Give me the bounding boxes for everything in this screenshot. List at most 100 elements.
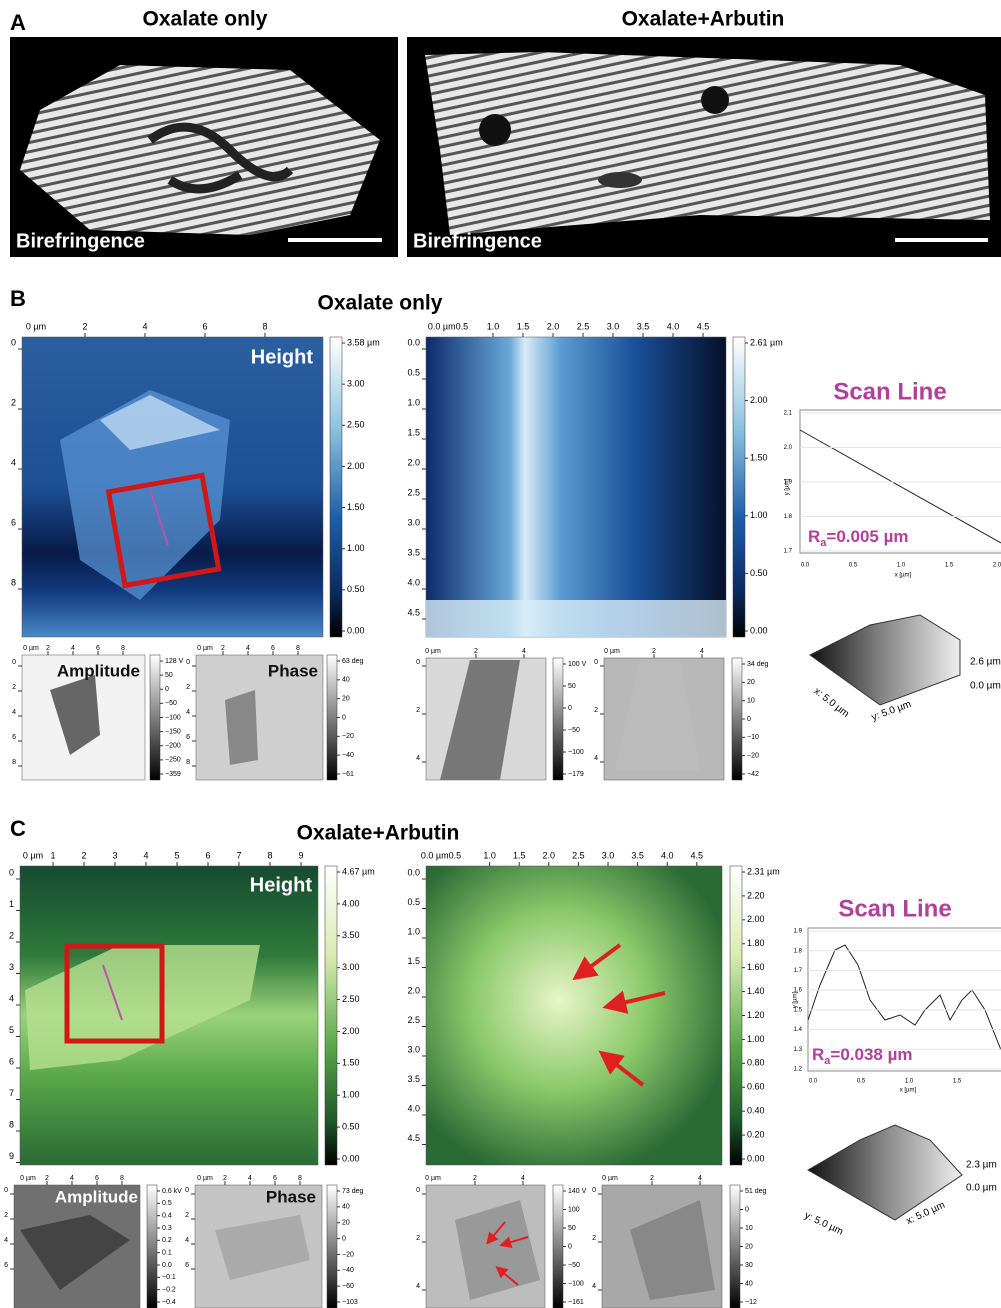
x-tick-label: 4.5 — [691, 850, 704, 860]
colorbar-label: −61 — [342, 771, 354, 778]
x-tick-label: 0 µm — [602, 1175, 618, 1182]
x-tick-label: 2 — [473, 1175, 477, 1182]
colorbar-label: −20 — [342, 733, 354, 740]
x-tick-label: 9 — [298, 850, 303, 860]
y-tick-label: 0 — [186, 659, 190, 666]
y-tick-label: 8 — [9, 1119, 14, 1129]
colorbar-label: 20 — [342, 696, 350, 703]
colorbar-label: 0 — [568, 705, 572, 712]
colorbar-label: −100 — [568, 749, 584, 756]
y-tick-label: 2 — [11, 397, 16, 407]
colorbar — [330, 337, 342, 637]
colorbar-label: 40 — [342, 1204, 350, 1211]
y-tick-label: 2.1 — [784, 411, 793, 417]
colorbar-label: −100 — [165, 714, 181, 721]
colorbar — [730, 1185, 740, 1308]
colorbar-label: 2.00 — [747, 914, 765, 924]
colorbar-label: 0.00 — [747, 1153, 765, 1163]
colorbar-label: 1.00 — [347, 543, 365, 553]
colorbar-label: 0.3 — [162, 1225, 172, 1232]
y-tick-label: 1 — [9, 899, 14, 909]
colorbar-label: −0.1 — [162, 1274, 176, 1281]
colorbar-label: 20 — [745, 1243, 753, 1250]
colorbar-label: 1.00 — [747, 1034, 765, 1044]
y-tick-label: 0.0 — [407, 867, 420, 877]
colorbar — [553, 658, 563, 780]
colorbar-label: −150 — [165, 728, 181, 735]
z-label: 2.3 µm — [966, 1160, 997, 1171]
x-tick-label: 0.0 µm0.5 — [428, 321, 468, 331]
y-tick-label: 4 — [594, 755, 598, 762]
colorbar-label: 100 V — [568, 661, 587, 668]
colorbar-label: 73 deg — [342, 1188, 364, 1195]
x-tick-label: 2.0 — [993, 563, 1001, 569]
y-tick-label: 4.5 — [407, 607, 420, 617]
colorbar-label: 2.31 µm — [747, 866, 780, 876]
x-tick-label: 1.0 — [483, 850, 496, 860]
y-tick-label: 3.5 — [407, 547, 420, 557]
crystal — [426, 600, 726, 637]
caption: Birefringence — [16, 230, 145, 252]
x-tick-label: 3 — [112, 850, 117, 860]
x-tick-label: 6 — [202, 321, 207, 331]
plot-title: Scan Line — [833, 378, 946, 405]
y-tick-label: 4 — [185, 1237, 189, 1244]
colorbar-label: −179 — [568, 771, 584, 778]
x-tick-label: 2.5 — [577, 321, 590, 331]
roughness-symbol: R — [812, 1045, 824, 1064]
colorbar-label: 1.60 — [747, 962, 765, 972]
colorbar — [733, 337, 745, 637]
x-tick-label: 4 — [143, 850, 148, 860]
y-tick-label: 6 — [12, 734, 16, 741]
colorbar-label: 0.00 — [347, 625, 365, 635]
panel-label: C — [10, 816, 26, 841]
z-label: 2.6 µm — [970, 657, 1001, 668]
colorbar — [730, 866, 742, 1165]
plot-title: Scan Line — [838, 895, 951, 922]
colorbar-label: −50 — [568, 727, 580, 734]
y-tick-label: 2.5 — [407, 1015, 420, 1025]
x-tick-label: 1.5 — [945, 563, 954, 569]
y-tick-label: 0 — [416, 659, 420, 666]
x-tick-label: 0.5 — [849, 563, 858, 569]
colorbar-label: −20 — [747, 753, 759, 760]
y-tick-label: 8 — [12, 759, 16, 766]
y-tick-label: 4 — [592, 1283, 596, 1290]
x-tick-label: 3.5 — [637, 321, 650, 331]
y-tick-label: 6 — [4, 1262, 8, 1269]
colorbar-label: 40 — [745, 1280, 753, 1287]
x-tick-label: 2 — [223, 1175, 227, 1182]
colorbar-label: 0 — [568, 1243, 572, 1250]
y-tick-label: 2.0 — [784, 445, 793, 451]
map-label: Phase — [266, 1187, 316, 1206]
colorbar-label: 2.00 — [347, 461, 365, 471]
colorbar-label: 1.20 — [747, 1010, 765, 1020]
panel-label: A — [10, 10, 26, 35]
colorbar-label: −0.4 — [162, 1299, 176, 1306]
map-label: Amplitude — [55, 1187, 138, 1206]
colorbar-label: 3.00 — [342, 962, 360, 972]
axis-label: x [µm] — [900, 1088, 917, 1094]
y-tick-label: 0.5 — [407, 367, 420, 377]
surface — [810, 615, 960, 705]
colorbar-label: 2.50 — [342, 994, 360, 1004]
colorbar-label: 2.20 — [747, 890, 765, 900]
y-tick-label: 0 — [12, 659, 16, 666]
y-tick-label: 1.0 — [407, 397, 420, 407]
colorbar-label: 50 — [568, 1225, 576, 1232]
x-tick-label: 1.5 — [513, 850, 526, 860]
y-tick-label: 4.0 — [407, 1103, 420, 1113]
colorbar-label: 2.50 — [347, 420, 365, 430]
colorbar-label: 3.50 — [342, 930, 360, 940]
x-tick-label: 4 — [700, 648, 704, 655]
y-tick-label: 2.5 — [407, 487, 420, 497]
crystal — [225, 690, 258, 765]
y-tick-label: 5 — [9, 1025, 14, 1035]
y-tick-label: 8 — [186, 759, 190, 766]
colorbar-label: −12 — [745, 1299, 757, 1306]
crystal — [425, 52, 990, 235]
axis-label: x [µm] — [895, 573, 912, 579]
colorbar-label: −103 — [342, 1299, 358, 1306]
y-tick-label: 2 — [9, 930, 14, 940]
colorbar — [553, 1185, 563, 1308]
